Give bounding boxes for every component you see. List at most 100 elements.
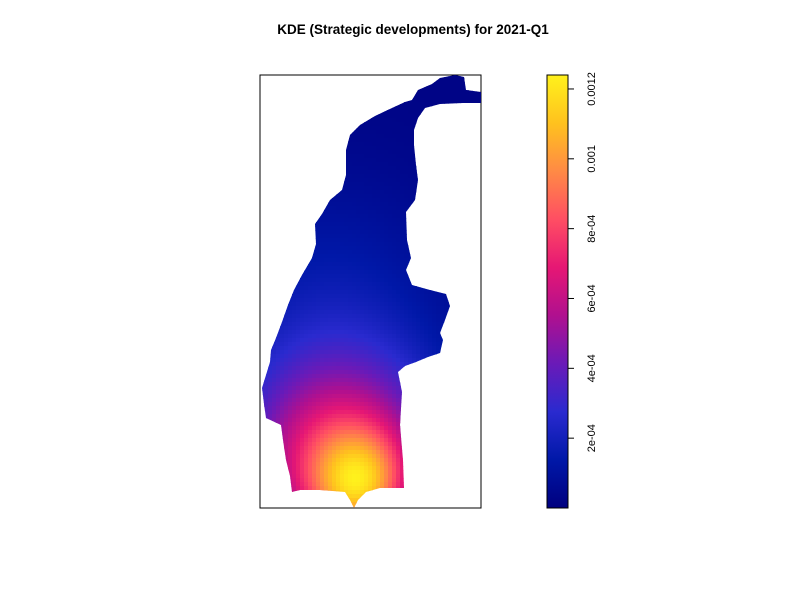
raster-cell xyxy=(428,290,433,295)
raster-cell xyxy=(368,346,373,351)
raster-cell xyxy=(364,394,369,399)
raster-cell xyxy=(364,278,369,283)
raster-cell xyxy=(392,178,397,183)
raster-cell xyxy=(352,342,357,347)
raster-cell xyxy=(376,330,381,335)
raster-cell xyxy=(356,174,361,179)
raster-cell xyxy=(336,398,341,403)
raster-cell xyxy=(432,314,437,319)
raster-cell xyxy=(412,290,417,295)
raster-cell xyxy=(348,370,353,375)
raster-cell xyxy=(352,210,357,215)
raster-cell xyxy=(424,350,429,355)
raster-cell xyxy=(320,226,325,231)
raster-cell xyxy=(396,130,401,135)
raster-cell xyxy=(284,342,289,347)
raster-cell xyxy=(380,206,385,211)
raster-cell xyxy=(376,402,381,407)
raster-cell xyxy=(384,138,389,143)
raster-cell xyxy=(392,106,397,111)
raster-cell xyxy=(356,258,361,263)
raster-cell xyxy=(304,386,309,391)
raster-cell xyxy=(344,194,349,199)
raster-cell xyxy=(424,310,429,315)
raster-cell xyxy=(324,342,329,347)
raster-cell xyxy=(344,174,349,179)
raster-cell xyxy=(364,358,369,363)
raster-cell xyxy=(324,246,329,251)
raster-cell xyxy=(408,142,413,147)
raster-cell xyxy=(372,366,377,371)
raster-cell xyxy=(344,318,349,323)
raster-cell xyxy=(372,418,377,423)
raster-cell xyxy=(352,426,357,431)
raster-cell xyxy=(308,358,313,363)
raster-cell xyxy=(352,158,357,163)
raster-cell xyxy=(376,230,381,235)
raster-cell xyxy=(344,234,349,239)
raster-cell xyxy=(348,138,353,143)
raster-cell xyxy=(388,386,393,391)
raster-cell xyxy=(428,330,433,335)
raster-cell xyxy=(344,210,349,215)
raster-cell xyxy=(408,102,413,107)
raster-cell xyxy=(388,250,393,255)
raster-cell xyxy=(304,362,309,367)
raster-cell xyxy=(416,342,421,347)
raster-cell xyxy=(340,362,345,367)
raster-cell xyxy=(376,194,381,199)
raster-cell xyxy=(376,206,381,211)
raster-cell xyxy=(360,246,365,251)
raster-cell xyxy=(380,262,385,267)
raster-cell xyxy=(388,354,393,359)
raster-cell xyxy=(336,306,341,311)
raster-cell xyxy=(332,354,337,359)
raster-cell xyxy=(360,190,365,195)
raster-cell xyxy=(336,194,341,199)
raster-cell xyxy=(392,118,397,123)
raster-cell xyxy=(336,422,341,427)
raster-cell xyxy=(312,266,317,271)
raster-cell xyxy=(292,342,297,347)
raster-cell xyxy=(392,250,397,255)
raster-cell xyxy=(376,174,381,179)
raster-cell xyxy=(328,282,333,287)
raster-cell xyxy=(372,362,377,367)
raster-cell xyxy=(324,210,329,215)
raster-cell xyxy=(368,150,373,155)
raster-cell xyxy=(384,330,389,335)
raster-cell xyxy=(392,122,397,127)
raster-cell xyxy=(332,318,337,323)
raster-cell xyxy=(400,122,405,127)
raster-cell xyxy=(360,286,365,291)
raster-cell xyxy=(352,226,357,231)
raster-cell xyxy=(304,370,309,375)
raster-cell xyxy=(356,222,361,227)
raster-cell xyxy=(316,322,321,327)
raster-cell xyxy=(336,358,341,363)
raster-cell xyxy=(272,394,277,399)
raster-cell xyxy=(368,366,373,371)
raster-cell xyxy=(288,418,293,423)
raster-cell xyxy=(332,374,337,379)
raster-cell xyxy=(332,362,337,367)
raster-cell xyxy=(316,242,321,247)
raster-cell xyxy=(384,310,389,315)
raster-cell xyxy=(340,250,345,255)
raster-cell xyxy=(308,342,313,347)
raster-cell xyxy=(380,278,385,283)
raster-cell xyxy=(332,246,337,251)
raster-cell xyxy=(396,302,401,307)
raster-cell xyxy=(336,210,341,215)
raster-cell xyxy=(332,410,337,415)
raster-cell xyxy=(324,310,329,315)
raster-cell xyxy=(356,230,361,235)
raster-cell xyxy=(284,346,289,351)
raster-cell xyxy=(340,286,345,291)
raster-cell xyxy=(368,134,373,139)
raster-cell xyxy=(300,374,305,379)
raster-cell xyxy=(368,390,373,395)
raster-cell xyxy=(404,306,409,311)
raster-cell xyxy=(352,198,357,203)
raster-cell xyxy=(404,354,409,359)
